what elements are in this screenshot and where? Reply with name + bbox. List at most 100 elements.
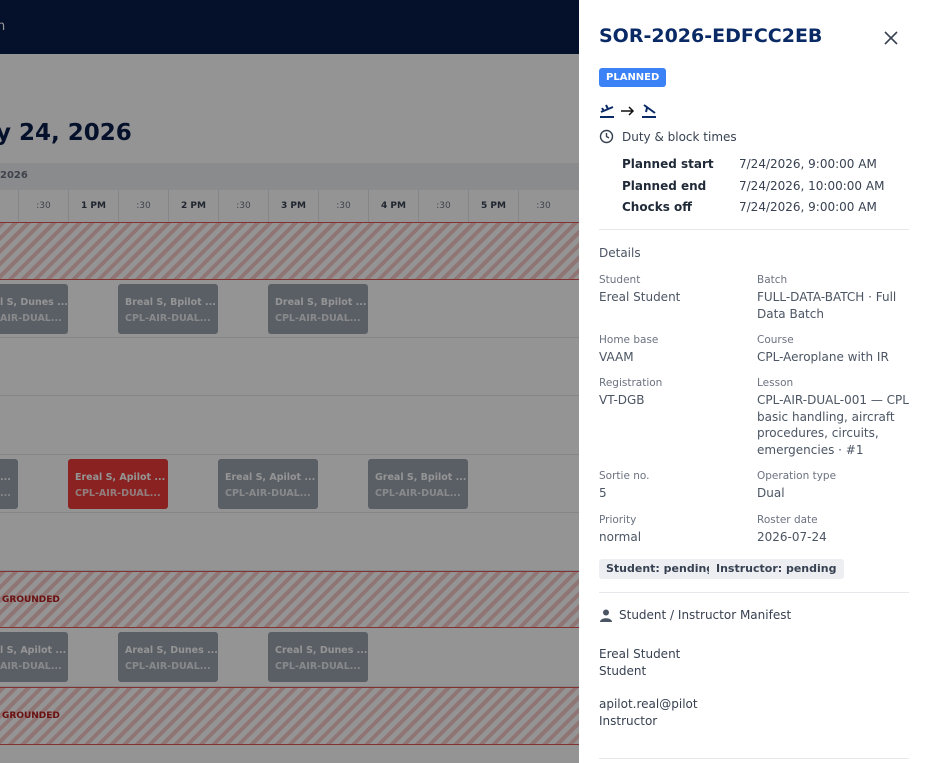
detail-label: Sortie no. [599, 470, 650, 482]
schedule-background: n y 24, 2026 2026 M:301 PM:302 PM:303 PM… [0, 0, 579, 745]
route-icons [600, 104, 656, 118]
detail-label: Registration [599, 377, 663, 389]
sortie-name: l S, Apilot ... [0, 645, 67, 656]
sortie-block[interactable]: ...... [0, 459, 18, 509]
sortie-code: AIR-DUAL... [0, 313, 62, 324]
detail-value: 2026-07-24 [757, 530, 827, 544]
schedule-row [0, 396, 579, 455]
time-value: 7/24/2026, 9:00:00 AM [739, 200, 877, 214]
sortie-code: CPL-AIR-DUAL... [75, 488, 161, 499]
time-slot: 5 PM [468, 190, 518, 222]
detail-label: Roster date [757, 514, 818, 526]
manifest-role: Student [599, 664, 647, 678]
sortie-name: Ereal S, Apilot ... [75, 472, 166, 483]
side-panel: SOR-2026-EDFCC2EB PLANNED Duty & block t… [579, 0, 926, 763]
time-slot: :30 [518, 190, 568, 222]
time-slot: :30 [18, 190, 68, 222]
time-slot: 1 PM [68, 190, 118, 222]
sortie-block[interactable]: Areal S, Dunes ... CPL-AIR-DUAL... [118, 632, 218, 682]
schedule-row: l S, Apilot ... AIR-DUAL... Areal S, Dunes… [0, 628, 579, 687]
sortie-name: Breal S, Bpilot ... [125, 297, 216, 308]
sortie-code: CPL-AIR-DUAL... [275, 313, 361, 324]
detail-label: Student [599, 274, 641, 286]
grounded-row [0, 222, 579, 280]
sortie-block[interactable]: Ereal S, Apilot ... CPL-AIR-DUAL... [218, 459, 318, 509]
schedule-row [0, 338, 579, 396]
person-icon [600, 609, 612, 622]
date-bar-text: 2026 [0, 170, 28, 181]
detail-value: Ereal Student [599, 290, 681, 304]
time-value: 7/24/2026, 10:00:00 AM [739, 178, 885, 193]
top-nav: n [0, 0, 579, 54]
detail-label: Priority [599, 514, 637, 526]
detail-value: VT-DGB [599, 393, 645, 407]
detail-label: Operation type [757, 470, 837, 482]
schedule-row [0, 513, 579, 571]
time-slot: 3 PM [268, 190, 318, 222]
time-label: Planned end [622, 178, 707, 193]
detail-label: Home base [599, 334, 659, 346]
date-bar: 2026 [0, 163, 579, 190]
sortie-code: AIR-DUAL... [0, 661, 62, 672]
time-value: 7/24/2026, 9:00:00 AM [739, 157, 877, 171]
sortie-block[interactable]: Breal S, Bpilot ... CPL-AIR-DUAL... [118, 284, 218, 334]
detail-value: CPL-Aeroplane with IR [757, 350, 889, 364]
sortie-code: CPL-AIR-DUAL... [125, 661, 211, 672]
time-label: Planned start [622, 157, 714, 171]
section-heading: Student / Instructor Manifest [619, 608, 792, 622]
sortie-code: CPL-AIR-DUAL... [275, 661, 361, 672]
sortie-code: CPL-AIR-DUAL... [125, 313, 211, 324]
sortie-block[interactable]: Ereal S, Apilot ... CPL-AIR-DUAL... [68, 459, 168, 509]
detail-value: FULL-DATA-BATCH · Full Data Batch [757, 290, 897, 321]
divider [599, 592, 909, 593]
time-slot: :30 [318, 190, 368, 222]
sortie-block[interactable]: l S, Dunes ... AIR-DUAL... [0, 284, 68, 334]
sortie-block[interactable]: Creal S, Dunes ... CPL-AIR-DUAL... [268, 632, 368, 682]
grounded-row: GROUNDED [0, 571, 579, 628]
sortie-code: CPL-AIR-DUAL... [225, 488, 311, 499]
sortie-name: Areal S, Dunes ... [125, 645, 218, 656]
grounded-label: GROUNDED [2, 711, 60, 721]
schedule-row: ...... Ereal S, Apilot ... CPL-AIR-DUAL...… [0, 455, 579, 513]
detail-value: Dual [757, 486, 785, 500]
section-heading: Duty & block times [622, 130, 737, 144]
status-badge: PLANNED [599, 68, 667, 87]
manifest-name: Ereal Student [599, 647, 681, 661]
nav-text: n [0, 19, 6, 34]
sortie-block[interactable]: Greal S, Bpilot ... CPL-AIR-DUAL... [368, 459, 468, 509]
status-tag: Instructor: pending [709, 559, 844, 579]
divider [599, 229, 909, 230]
divider [599, 758, 909, 759]
schedule-row: l S, Dunes ... AIR-DUAL... Breal S, Bpilot… [0, 280, 579, 338]
time-slot: :30 [418, 190, 468, 222]
sortie-code: ... [0, 488, 11, 499]
close-button[interactable] [884, 31, 898, 45]
sortie-name: Ereal S, Apilot ... [225, 472, 316, 483]
panel-title: SOR-2026-EDFCC2EB [599, 25, 823, 47]
status-tag: Student: pending [599, 559, 722, 579]
detail-label: Lesson [757, 377, 794, 389]
sortie-name: Dreal S, Bpilot ... [275, 297, 367, 308]
detail-value: CPL-AIR-DUAL-001 — CPL basic handling, a… [757, 393, 909, 457]
detail-value: normal [599, 530, 642, 544]
sortie-name: l S, Dunes ... [0, 297, 68, 308]
sortie-block[interactable]: Dreal S, Bpilot ... CPL-AIR-DUAL... [268, 284, 368, 334]
sortie-code: CPL-AIR-DUAL... [375, 488, 461, 499]
detail-value: 5 [599, 486, 607, 500]
detail-value: VAAM [599, 350, 634, 364]
clock-icon [599, 129, 614, 144]
overlay[interactable] [0, 0, 579, 763]
grounded-row: GROUNDED [0, 687, 579, 745]
sortie-name: Creal S, Dunes ... [275, 645, 368, 656]
section-heading: Details [599, 246, 641, 260]
grounded-label: GROUNDED [2, 594, 60, 605]
detail-label: Batch [757, 274, 788, 286]
sortie-block[interactable]: l S, Apilot ... AIR-DUAL... [0, 632, 68, 682]
time-label: Chocks off [622, 200, 692, 214]
date-heading: y 24, 2026 [0, 120, 132, 146]
time-slot: :30 [218, 190, 268, 222]
sortie-name: ... [0, 472, 11, 483]
time-slot: :30 [118, 190, 168, 222]
time-slot: 2 PM [168, 190, 218, 222]
